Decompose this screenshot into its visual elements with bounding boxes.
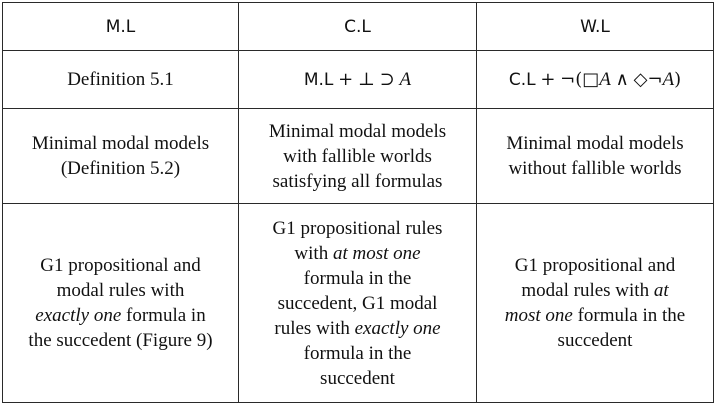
rules-wl-line: G1 propositional and <box>514 255 676 276</box>
semantics-wl-line: Minimal modal models <box>506 133 684 154</box>
header-cl: C.L <box>344 16 371 37</box>
wl-plus: + <box>540 68 556 90</box>
wl-close: ) <box>674 68 682 90</box>
semantics-ml-line: Minimal modal models <box>31 133 210 154</box>
wl-var1: A <box>599 68 611 90</box>
cl-bottom: ⊥ <box>358 68 375 90</box>
wl-box: □ <box>582 68 600 90</box>
definition-cell-cl: M.L + ⊥ ⊃ A <box>238 50 477 109</box>
semantics-cell-ml: Minimal modal models (Definition 5.2) <box>2 108 239 204</box>
rules-wl-emphasis: at <box>653 280 669 301</box>
header-cell-cl: C.L <box>238 2 477 51</box>
rules-wl-line: modal rules with at <box>487 278 703 303</box>
rules-wl-text: modal rules with <box>521 280 654 301</box>
wl-neg-open: ¬( <box>560 68 583 90</box>
rules-ml-line: exactly one formula in <box>13 303 228 328</box>
rules-ml-line: G1 propositional and <box>40 255 201 276</box>
rules-cl-line: rules with exactly one <box>249 316 466 341</box>
definition-cell-ml: Definition 5.1 <box>2 50 239 109</box>
rules-cl-text: with <box>294 242 333 264</box>
rules-wl-emphasis: most one <box>504 305 573 326</box>
rules-cl-text: rules with <box>274 317 355 339</box>
cl-implies: ⊃ <box>379 68 395 90</box>
rules-wl-line: succedent <box>557 330 633 351</box>
rules-cell-ml: G1 propositional and modal rules with ex… <box>2 203 239 403</box>
rules-wl-line: most one formula in the <box>487 303 703 328</box>
rules-ml-emphasis: exactly one <box>35 305 122 326</box>
semantics-cell-cl: Minimal modal models with fallible world… <box>238 108 477 204</box>
wl-var2: A <box>662 68 675 90</box>
semantics-cl-line: Minimal modal models <box>268 120 447 142</box>
rules-cl-line: G1 propositional rules <box>272 217 443 239</box>
wl-neg: ¬ <box>647 68 663 90</box>
wl-and: ∧ <box>615 68 629 90</box>
rules-wl-text: formula in the <box>572 305 686 326</box>
cl-var: A <box>399 68 412 90</box>
rules-cl-line: formula in the <box>303 267 412 289</box>
rules-cell-wl: G1 propositional and modal rules with at… <box>476 203 714 403</box>
rules-ml-line: modal rules with <box>56 280 185 301</box>
rules-cl-line: formula in the <box>303 342 412 364</box>
cl-plus: + <box>338 68 354 90</box>
rules-cell-cl: G1 propositional rules with at most one … <box>238 203 477 403</box>
header-cell-ml: M.L <box>2 2 239 51</box>
cl-system-name: M.L <box>303 69 334 90</box>
rules-row: G1 propositional and modal rules with ex… <box>2 203 714 403</box>
rules-cl-emphasis: at most one <box>332 242 421 264</box>
header-row: M.L C.L W.L <box>2 2 714 51</box>
rules-ml-line: the succedent (Figure 9) <box>28 330 213 351</box>
semantics-ml-line: (Definition 5.2) <box>60 158 181 179</box>
semantics-cell-wl: Minimal modal models without fallible wo… <box>476 108 714 204</box>
wl-diamond: ◇ <box>633 68 648 90</box>
rules-cl-emphasis: exactly one <box>354 317 441 339</box>
header-cell-wl: W.L <box>476 2 714 51</box>
semantics-row: Minimal modal models (Definition 5.2) Mi… <box>2 108 714 204</box>
semantics-cl-line: with fallible worlds <box>283 145 432 167</box>
definition-ml: Definition 5.1 <box>67 69 174 90</box>
semantics-cl-line: satisfying all formulas <box>272 170 443 192</box>
rules-cl-line: succedent, G1 modal <box>277 292 438 314</box>
semantics-wl-line: without fallible worlds <box>508 158 682 179</box>
rules-cl-line: succedent <box>320 367 395 389</box>
definition-cell-wl: C.L + ¬(□A ∧ ◇¬A) <box>476 50 714 109</box>
rules-ml-text: formula in <box>121 305 206 326</box>
header-ml: M.L <box>105 16 136 37</box>
header-wl: W.L <box>580 16 610 37</box>
definition-row: Definition 5.1 M.L + ⊥ ⊃ A C.L + ¬(□A ∧ … <box>2 50 714 109</box>
rules-cl-line: with at most one <box>249 241 466 266</box>
wl-system-name: C.L <box>508 69 536 90</box>
